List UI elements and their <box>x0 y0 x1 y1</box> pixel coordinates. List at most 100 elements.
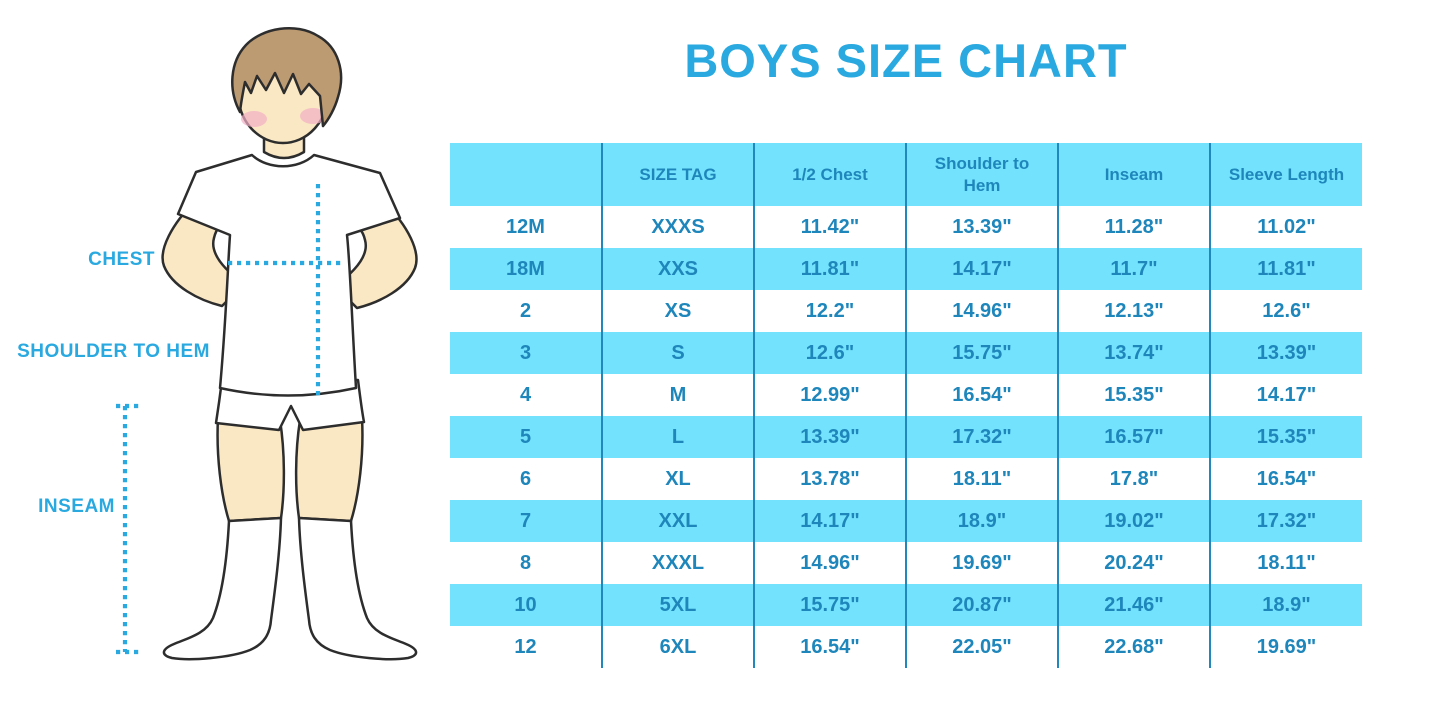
table-cell: 12.99" <box>753 374 906 416</box>
table-cell: 11.02" <box>1209 206 1362 248</box>
inseam-label: INSEAM <box>38 496 115 517</box>
table-cell: 5XL <box>601 584 754 626</box>
table-cell: 12.6" <box>753 332 906 374</box>
table-cell: 8 <box>450 542 602 584</box>
table-cell: XXXL <box>601 542 754 584</box>
col-header-sleeve-length: Sleeve Length <box>1209 143 1362 206</box>
table-cell: 18.11" <box>905 458 1058 500</box>
table-cell: 14.96" <box>905 290 1058 332</box>
boy-tshirt <box>176 153 402 397</box>
table-header-row: SIZE TAG 1/2 Chest Shoulder to Hem Insea… <box>450 143 1362 206</box>
table-cell: 6 <box>450 458 602 500</box>
table-cell: 11.81" <box>753 248 906 290</box>
boy-hair <box>231 26 343 128</box>
left-cheek-blush <box>241 111 267 127</box>
table-cell: 20.87" <box>905 584 1058 626</box>
chest-label: CHEST <box>88 249 155 270</box>
table-cell: 13.39" <box>753 416 906 458</box>
col-header-shoulder-to-hem: Shoulder to Hem <box>905 143 1058 206</box>
table-cell: 11.81" <box>1209 248 1362 290</box>
table-cell: 12.2" <box>753 290 906 332</box>
table-cell: 3 <box>450 332 602 374</box>
table-cell: 22.68" <box>1057 626 1210 668</box>
table-cell: 17.8" <box>1057 458 1210 500</box>
table-cell: 19.02" <box>1057 500 1210 542</box>
inseam-measure-line <box>116 403 142 655</box>
table-cell: 13.39" <box>1209 332 1362 374</box>
table-cell: 17.32" <box>905 416 1058 458</box>
table-cell: 13.74" <box>1057 332 1210 374</box>
table-cell: 14.17" <box>905 248 1058 290</box>
table-cell: 18M <box>450 248 602 290</box>
table-cell: 12 <box>450 626 602 668</box>
table-cell: 16.54" <box>905 374 1058 416</box>
table-row: 2 XS 12.2" 14.96" 12.13" 12.6" <box>450 290 1362 332</box>
table-cell: XXXS <box>601 206 754 248</box>
col-header-half-chest: 1/2 Chest <box>753 143 906 206</box>
table-cell: 14.96" <box>753 542 906 584</box>
table-cell: S <box>601 332 754 374</box>
table-row: 5 L 13.39" 17.32" 16.57" 15.35" <box>450 416 1362 458</box>
table-cell: 19.69" <box>905 542 1058 584</box>
table-cell: 20.24" <box>1057 542 1210 584</box>
table-row: 18M XXS 11.81" 14.17" 11.7" 11.81" <box>450 248 1362 290</box>
table-cell: 7 <box>450 500 602 542</box>
boy-left-thigh <box>216 416 286 523</box>
table-cell: 21.46" <box>1057 584 1210 626</box>
table-cell: XXL <box>601 500 754 542</box>
table-cell: 16.54" <box>753 626 906 668</box>
table-cell: 19.69" <box>1209 626 1362 668</box>
table-cell: 15.75" <box>905 332 1058 374</box>
table-cell: 18.9" <box>905 500 1058 542</box>
table-row: 3 S 12.6" 15.75" 13.74" 13.39" <box>450 332 1362 374</box>
table-cell: 22.05" <box>905 626 1058 668</box>
table-row: 10 5XL 15.75" 20.87" 21.46" 18.9" <box>450 584 1362 626</box>
table-cell: 2 <box>450 290 602 332</box>
col-header-size <box>450 143 602 206</box>
boy-left-sock <box>162 516 283 661</box>
table-cell: 12.13" <box>1057 290 1210 332</box>
page-title: BOYS SIZE CHART <box>684 34 1128 87</box>
table-cell: 14.17" <box>1209 374 1362 416</box>
right-cheek-blush <box>300 108 326 124</box>
table-cell: 13.78" <box>753 458 906 500</box>
table-cell: 16.57" <box>1057 416 1210 458</box>
table-cell: 18.9" <box>1209 584 1362 626</box>
table-row: 4 M 12.99" 16.54" 15.35" 14.17" <box>450 374 1362 416</box>
table-cell: 15.75" <box>753 584 906 626</box>
size-table: SIZE TAG 1/2 Chest Shoulder to Hem Insea… <box>450 143 1362 668</box>
table-cell: XL <box>601 458 754 500</box>
table-cell: 6XL <box>601 626 754 668</box>
table-cell: 5 <box>450 416 602 458</box>
table-cell: 17.32" <box>1209 500 1362 542</box>
table-row: 12 6XL 16.54" 22.05" 22.68" 19.69" <box>450 626 1362 668</box>
table-cell: M <box>601 374 754 416</box>
table-cell: 10 <box>450 584 602 626</box>
table-cell: 14.17" <box>753 500 906 542</box>
col-header-inseam: Inseam <box>1057 143 1210 206</box>
table-cell: 12M <box>450 206 602 248</box>
size-table-body: 12M XXXS 11.42" 13.39" 11.28" 11.02" 18M XXS 11.… <box>450 206 1362 668</box>
boy-measurement-diagram: CHEST SHOULDER TO HEM INSEAM <box>0 0 445 723</box>
table-cell: 11.7" <box>1057 248 1210 290</box>
boy-right-thigh <box>294 416 364 523</box>
shoulder-to-hem-label: SHOULDER TO HEM <box>17 341 210 362</box>
col-header-size-tag: SIZE TAG <box>601 143 754 206</box>
table-cell: 15.35" <box>1057 374 1210 416</box>
table-row: 8 XXXL 14.96" 19.69" 20.24" 18.11" <box>450 542 1362 584</box>
boy-illustration <box>116 26 418 661</box>
table-cell: 4 <box>450 374 602 416</box>
boy-right-sock <box>297 516 418 661</box>
table-row: 12M XXXS 11.42" 13.39" 11.28" 11.02" <box>450 206 1362 248</box>
table-cell: 16.54" <box>1209 458 1362 500</box>
table-cell: XS <box>601 290 754 332</box>
table-cell: 12.6" <box>1209 290 1362 332</box>
table-cell: 11.28" <box>1057 206 1210 248</box>
table-cell: 13.39" <box>905 206 1058 248</box>
table-cell: XXS <box>601 248 754 290</box>
table-row: 6 XL 13.78" 18.11" 17.8" 16.54" <box>450 458 1362 500</box>
table-row: 7 XXL 14.17" 18.9" 19.02" 17.32" <box>450 500 1362 542</box>
table-cell: 18.11" <box>1209 542 1362 584</box>
table-cell: 11.42" <box>753 206 906 248</box>
